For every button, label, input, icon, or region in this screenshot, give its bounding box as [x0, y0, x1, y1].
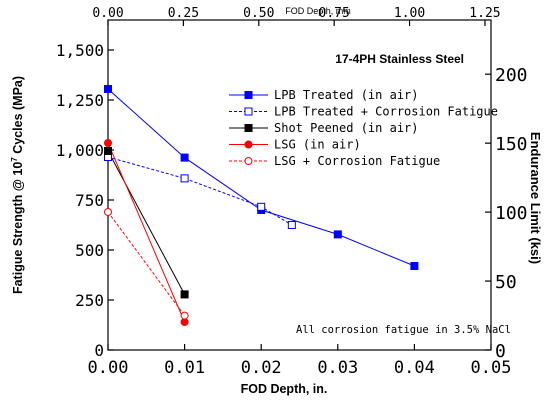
data-point [410, 262, 419, 270]
data-point [333, 230, 342, 239]
legend: LPB Treated (in air) LPB Treated + Corros… [229, 88, 498, 168]
data-point [104, 85, 112, 93]
y-tick-label: 250 [75, 291, 104, 310]
y2-axis-label: Endurance Limit (ksi) [528, 132, 543, 264]
data-point [180, 311, 189, 320]
legend-label: LSG (in air) [274, 138, 361, 152]
y-axis-label-sup: 7 [10, 157, 19, 162]
legend-label: LSG + Corrosion Fatigue [274, 154, 440, 168]
y2-tick-label: 150 [495, 134, 528, 155]
series-line [107, 142, 186, 323]
series-lines [107, 88, 415, 323]
x2-tick-label: 1.25 [469, 6, 500, 21]
legend-label: LPB Treated (in air) [274, 88, 419, 102]
x-tick-label: 0.03 [317, 358, 358, 378]
data-point [287, 221, 296, 229]
legend-label: LPB Treated + Corrosion Fatigue [274, 105, 498, 119]
data-point [180, 153, 189, 162]
plot-frame [107, 19, 492, 351]
data-point [104, 208, 112, 216]
x2-tick-label: 0.25 [168, 6, 199, 21]
data-point [104, 147, 112, 155]
x-tick-label: 0.02 [241, 358, 282, 378]
series-line [107, 150, 186, 295]
x2-tick-label: 1.00 [394, 6, 425, 21]
x-tick-label: 0.04 [394, 358, 435, 378]
chart-title: 17-4PH Stainless Steel [335, 52, 464, 66]
y2-tick-label: 100 [495, 203, 528, 224]
axes: 0.00 0.01 0.02 0.03 0.04 0.0502505007501,0001… [56, 6, 528, 378]
y2-tick-label: 50 [495, 272, 517, 293]
y-tick-label: 1,000 [56, 141, 104, 160]
series-line [107, 156, 293, 226]
data-point [244, 157, 253, 165]
data-point [244, 140, 253, 149]
y2-tick-label: 0 [495, 341, 506, 362]
x-tick-label: 0.01 [164, 358, 205, 378]
x-tick-label: 0.00 [88, 358, 129, 378]
data-point [257, 202, 266, 211]
y-axis-label-base: Fatigue Strength @ 10 [11, 162, 25, 294]
x2-tick-label: 0.50 [243, 6, 274, 21]
legend-label: Shot Peened (in air) [274, 121, 419, 135]
data-point [180, 290, 189, 299]
y-tick-label: 1,250 [56, 91, 104, 110]
y-axis-label: Fatigue Strength @ 107 Cycles (MPa) [10, 76, 25, 294]
data-point [180, 174, 189, 183]
y-tick-label: 750 [75, 191, 104, 210]
series-markers [104, 85, 419, 326]
data-point [244, 107, 253, 116]
x2-axis-label: FOD Depth, mm [285, 6, 351, 16]
y-tick-label: 0 [94, 341, 104, 360]
y-tick-label: 1,500 [56, 41, 104, 60]
x-tick-label: 0.05 [471, 358, 512, 378]
y-tick-label: 500 [75, 241, 104, 260]
series-line [107, 211, 186, 316]
x-axis-label: FOD Depth, in. [241, 382, 328, 396]
x2-tick-label: 0.75 [319, 6, 350, 21]
data-point [104, 139, 112, 147]
data-point [244, 91, 253, 99]
annotation: All corrosion fatigue in 3.5% NaCl [296, 324, 511, 336]
data-point [244, 124, 253, 132]
y2-tick-label: 200 [495, 65, 528, 86]
x2-tick-label: 0.00 [92, 6, 123, 21]
y-axis-label-rest: Cycles (MPa) [11, 76, 25, 157]
